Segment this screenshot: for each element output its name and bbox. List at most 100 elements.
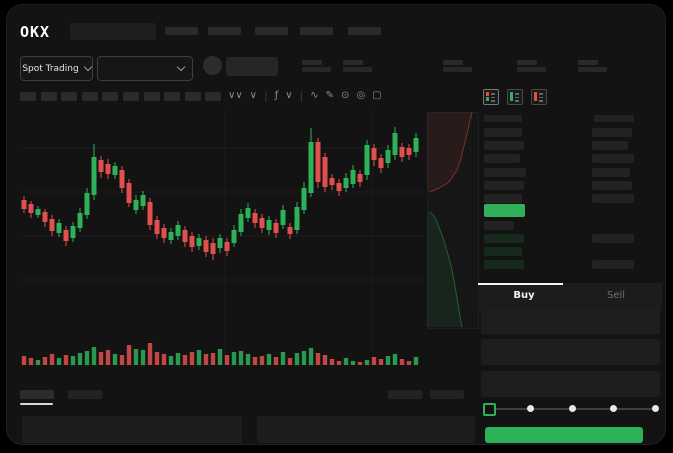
interval-button[interactable] (164, 92, 181, 101)
volume-bar (266, 354, 272, 365)
ask-price-placeholder[interactable] (484, 167, 526, 177)
ask-amount-placeholder[interactable] (592, 194, 634, 203)
candle (294, 207, 300, 230)
interval-button[interactable] (81, 92, 98, 101)
interval-button[interactable] (123, 92, 139, 101)
pair-selector[interactable] (97, 56, 193, 81)
ask-price-placeholder[interactable] (484, 154, 520, 164)
ask-price-placeholder[interactable] (484, 141, 524, 151)
candle (35, 209, 41, 215)
candle (70, 226, 76, 238)
candle (28, 204, 34, 213)
chevron-down-icon[interactable]: ∨ (249, 89, 257, 101)
volume-bar (245, 354, 251, 365)
bid-price-placeholder[interactable] (484, 260, 524, 269)
order-input-2[interactable] (481, 339, 660, 365)
order-input-1[interactable] (481, 308, 660, 334)
nav-item-placeholder[interactable] (348, 27, 381, 35)
nav-item-placeholder[interactable] (255, 27, 288, 35)
settings-icon[interactable]: ◎ (356, 89, 366, 101)
slider-stop-0pct[interactable] (483, 403, 496, 416)
orders-action-2[interactable] (430, 390, 464, 399)
order-input-3[interactable] (481, 371, 660, 397)
volume-bar (28, 358, 34, 365)
bid-price-placeholder[interactable] (484, 234, 524, 243)
tab-sell[interactable]: Sell (606, 290, 626, 301)
slider-stop-75pct[interactable] (610, 405, 617, 412)
book-view-bids-icon[interactable] (507, 89, 523, 105)
volume-bar (287, 358, 293, 365)
volume-bar (77, 353, 83, 365)
ask-amount-placeholder[interactable] (592, 128, 632, 137)
candle (322, 157, 328, 187)
last-price-highlight[interactable] (484, 204, 525, 217)
slider-stop-100pct[interactable] (651, 405, 659, 412)
bid-amount-placeholder[interactable] (592, 234, 634, 243)
stat-value-placeholder (578, 67, 607, 72)
depth-chart[interactable] (427, 112, 477, 327)
line-tools-icon[interactable]: ∿ (310, 89, 319, 101)
chevron-down-icon[interactable]: ∨ (285, 89, 293, 101)
ask-price-placeholder[interactable] (484, 128, 522, 137)
camera-icon[interactable]: ⊙ (341, 89, 350, 101)
interval-button[interactable] (143, 92, 160, 101)
ask-amount-placeholder[interactable] (592, 180, 632, 190)
interval-button[interactable] (40, 92, 57, 101)
ask-amount-placeholder[interactable] (592, 141, 628, 151)
candle (126, 183, 132, 203)
orders-tab-active[interactable] (20, 390, 54, 399)
fullscreen-icon[interactable]: ▢ (372, 89, 382, 101)
volume-bar (49, 354, 55, 365)
volume-bar (217, 349, 223, 365)
icon-line (539, 100, 543, 102)
ticker-stat-group (302, 60, 332, 72)
candle (231, 230, 237, 243)
drawing-tools-icon[interactable]: ✎ (325, 89, 335, 101)
ask-price-placeholder[interactable] (484, 194, 522, 203)
buy-submit-button[interactable] (485, 427, 643, 443)
volume-bar (224, 355, 230, 365)
candle (224, 242, 230, 251)
candle (182, 230, 188, 242)
book-view-asks-icon[interactable] (531, 89, 547, 105)
candle (392, 133, 398, 155)
candlestick-chart[interactable] (20, 110, 424, 368)
ask-price-placeholder[interactable] (484, 180, 524, 190)
chart-tools: ∨∨ ∨ | ƒ ∨ | ∿ ✎ ⊙ ◎ ▢ (228, 88, 382, 102)
icon-line (515, 100, 519, 102)
interval-button[interactable] (20, 92, 36, 101)
tab-buy[interactable]: Buy (513, 290, 535, 301)
candle (399, 147, 405, 157)
chart-style-icon[interactable]: ∨∨ (228, 89, 243, 101)
nav-item-placeholder[interactable] (208, 27, 241, 35)
nav-item-placeholder[interactable] (165, 27, 198, 35)
icon-bar (510, 92, 513, 101)
bid-amount-placeholder[interactable] (592, 260, 634, 269)
orders-action-1[interactable] (388, 390, 422, 399)
bid-price-placeholder[interactable] (484, 221, 514, 230)
orders-tab-underline (20, 403, 53, 405)
market-type-selector[interactable]: Spot Trading (20, 56, 93, 81)
slider-stop-50pct[interactable] (568, 405, 576, 412)
orders-tab-2[interactable] (68, 390, 102, 399)
slider-stop-25pct[interactable] (527, 405, 534, 412)
search-input[interactable] (70, 23, 156, 40)
candle (350, 170, 356, 184)
book-view-default-icon[interactable] (483, 89, 499, 105)
nav-item-placeholder[interactable] (300, 27, 333, 35)
volume-bar (161, 354, 167, 365)
interval-button[interactable] (184, 92, 201, 101)
interval-button[interactable] (61, 92, 78, 101)
bid-price-placeholder[interactable] (484, 247, 522, 256)
icon-bar (486, 97, 489, 101)
volume-bar (42, 357, 48, 365)
candle (56, 223, 62, 233)
volume-bar (56, 358, 62, 365)
volume-bar (84, 351, 90, 365)
interval-button[interactable] (102, 92, 119, 101)
interval-button[interactable] (205, 92, 222, 101)
volume-bar (140, 350, 146, 365)
ask-amount-placeholder[interactable] (592, 154, 634, 164)
indicators-icon[interactable]: ƒ (274, 89, 279, 101)
ask-amount-placeholder[interactable] (592, 167, 630, 177)
